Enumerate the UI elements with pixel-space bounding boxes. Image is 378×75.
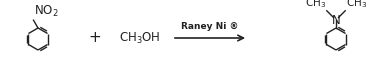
Text: N: N xyxy=(332,14,340,26)
Text: +: + xyxy=(88,31,101,46)
Text: CH$_3$OH: CH$_3$OH xyxy=(119,30,161,46)
Text: NO$_2$: NO$_2$ xyxy=(34,4,59,19)
Text: CH$_3$: CH$_3$ xyxy=(346,0,367,10)
Text: Raney Ni ®: Raney Ni ® xyxy=(181,22,239,31)
Text: CH$_3$: CH$_3$ xyxy=(305,0,326,10)
